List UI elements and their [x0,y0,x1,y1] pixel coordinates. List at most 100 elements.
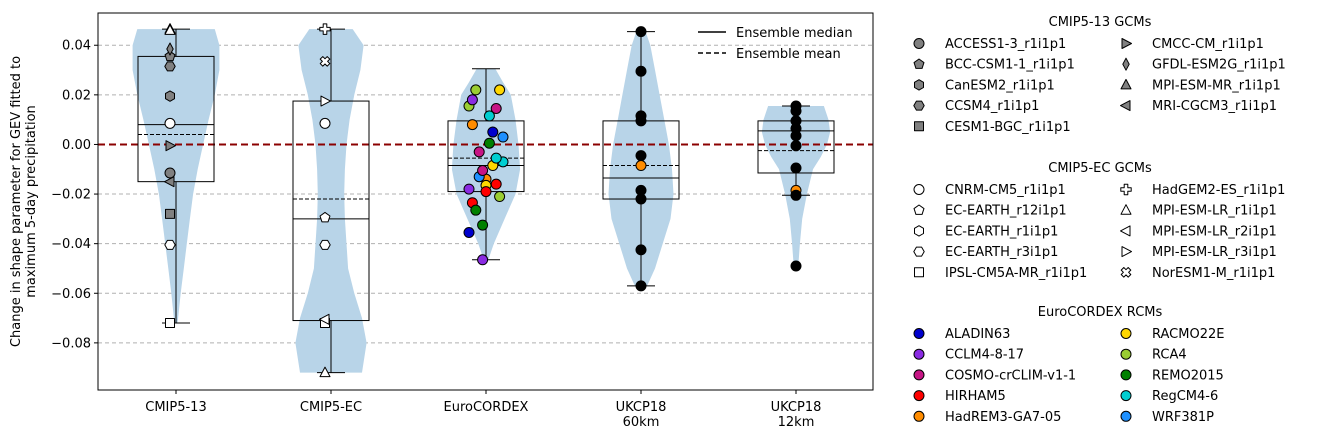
legend-marker [913,369,925,381]
legend-marker [1120,328,1132,339]
data-point [164,117,176,129]
data-point [164,61,176,72]
legend-label: EC-EARTH_r12i1p1 [945,204,1067,219]
legend-marker [1120,369,1132,381]
legend-label: GFDL-ESM2G_r1i1p1 [1152,58,1286,73]
data-point [164,24,176,35]
legend-marker [1120,348,1132,360]
legend-marker [913,348,925,360]
data-point [165,140,176,152]
data-point [490,102,502,114]
legend-marker [1120,266,1132,278]
data-point [320,95,331,107]
legend-label: HIRHAM5 [945,389,1006,404]
data-point [477,254,489,266]
legend-label: MRI-CGCM3_r1i1p1 [1152,99,1277,114]
legend-marker [913,390,925,402]
data-point [164,176,175,188]
legend-marker [913,100,925,111]
data-point [319,366,331,378]
legend-marker [1120,390,1132,402]
legend-marker [913,204,925,215]
legend-label: MPI-ESM-MR_r1i1p1 [1152,78,1281,93]
legend-label: MPI-ESM-LR_r1i1p1 [1152,204,1277,219]
data-point [494,84,506,96]
legend-marker [914,79,924,91]
data-point [635,280,647,292]
legend-marker [913,184,925,195]
data-point [790,189,802,201]
data-point [473,146,485,158]
legend-marker [1122,57,1130,71]
data-point [164,50,176,62]
data-point [635,115,647,127]
legend-label: WRF381P [1152,410,1214,425]
legend-label: ALADIN63 [945,327,1010,342]
y-tick-label: 0.02 [62,88,91,103]
legend-label: CESM1-BGC_r1i1p1 [945,120,1071,135]
data-point [635,160,647,172]
legend-label: EC-EARTH_r3i1p1 [945,245,1058,260]
legend-marker [1121,246,1132,258]
y-tick-label: −0.04 [51,237,91,252]
data-point [165,90,175,102]
legend-label: MPI-ESM-LR_r3i1p1 [1152,245,1277,260]
data-point [463,183,475,195]
data-point [166,42,174,56]
data-point [490,178,502,190]
data-point [470,204,482,216]
data-point [635,26,647,38]
legend-label: REMO2015 [1152,368,1224,383]
data-point [494,191,506,203]
iqr-box [137,55,215,183]
data-point [466,94,478,106]
data-point [319,313,330,325]
data-point [635,65,647,77]
data-point [477,219,489,231]
legend-label: MPI-ESM-LR_r2i1p1 [1152,224,1277,239]
data-point [487,126,499,138]
data-point [483,110,495,122]
legend-label: BCC-CSM1-1_r1i1p1 [945,58,1075,73]
legend-label: RACMO22E [1152,327,1224,342]
legend-label: CCSM4_r1i1p1 [945,99,1039,114]
violin-1 [295,29,367,373]
legend-label: RCA4 [1152,348,1187,363]
data-point [497,131,509,143]
data-point [165,318,175,329]
data-point [490,152,502,164]
y-tick-label: −0.02 [51,188,91,203]
legend-marker [1120,225,1131,237]
data-point [319,23,331,35]
data-point [635,244,647,256]
legend-line-label: Ensemble mean [736,47,841,62]
data-point [790,260,802,272]
legend-marker [913,246,925,257]
legend-label: RegCM4-6 [1152,389,1218,404]
legend-label: COSMO-crCLIM-v1-1 [945,368,1076,383]
data-point [319,211,331,223]
legend-label: CNRM-CM5_r1i1p1 [945,183,1066,198]
legend-marker [1120,410,1132,422]
y-tick-label: 0.00 [62,138,91,153]
data-point [790,105,802,117]
x-tick-label: CMIP5-EC [300,400,362,415]
y-axis-label: Change in shape parameter for GEV fitted… [9,56,39,347]
legend-label: ACCESS1-3_r1i1p1 [945,37,1066,52]
y-tick-label: 0.04 [62,39,91,54]
data-point [319,239,331,250]
y-tick-label: −0.06 [51,287,91,302]
legend-label: EC-EARTH_r1i1p1 [945,224,1058,239]
data-point [466,119,478,131]
data-point [164,239,176,250]
legend-label: CCLM4-8-17 [945,348,1024,363]
data-point [635,193,647,205]
plot-area: 0.04 0.02 0.00 −0.02 −0.04 −0.06 −0.08 CMIP5-13… [9,12,874,430]
legend-marker [1120,100,1131,112]
legend-title: CMIP5-EC GCMs [1048,161,1152,176]
data-point [483,137,495,149]
data-point [477,164,489,176]
legend-label: CMCC-CM_r1i1p1 [1152,37,1264,52]
data-point [165,208,175,219]
